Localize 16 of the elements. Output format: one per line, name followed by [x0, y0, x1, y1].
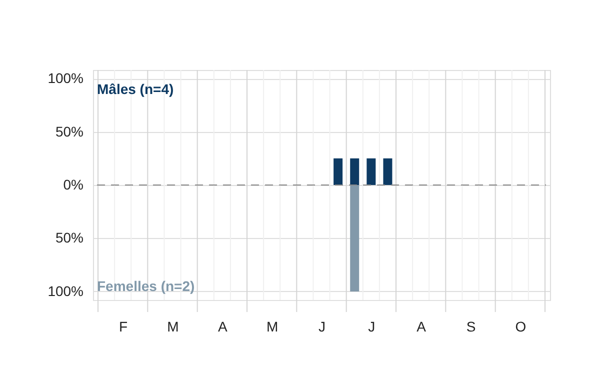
- x-tick-label: A: [416, 318, 427, 334]
- x-tick-label: F: [119, 318, 128, 334]
- x-tick-label: S: [466, 318, 476, 334]
- x-tick-label: A: [218, 318, 228, 334]
- y-tick-label: 100%: [48, 70, 84, 86]
- x-tick-label: O: [515, 318, 526, 334]
- x-tick-label: M: [167, 318, 179, 334]
- x-tick-label: J: [318, 318, 326, 334]
- x-tick-label: J: [368, 318, 376, 334]
- text: Mâles (n=4): [97, 81, 174, 97]
- y-tick-label: 50%: [55, 230, 84, 246]
- x-tick-label: M: [266, 318, 278, 334]
- text: Femelles (n=2): [97, 278, 195, 294]
- y-tick-label: 50%: [55, 123, 84, 140]
- y-tick-label: 0%: [63, 176, 84, 192]
- y-tick-label: 100%: [48, 282, 84, 299]
